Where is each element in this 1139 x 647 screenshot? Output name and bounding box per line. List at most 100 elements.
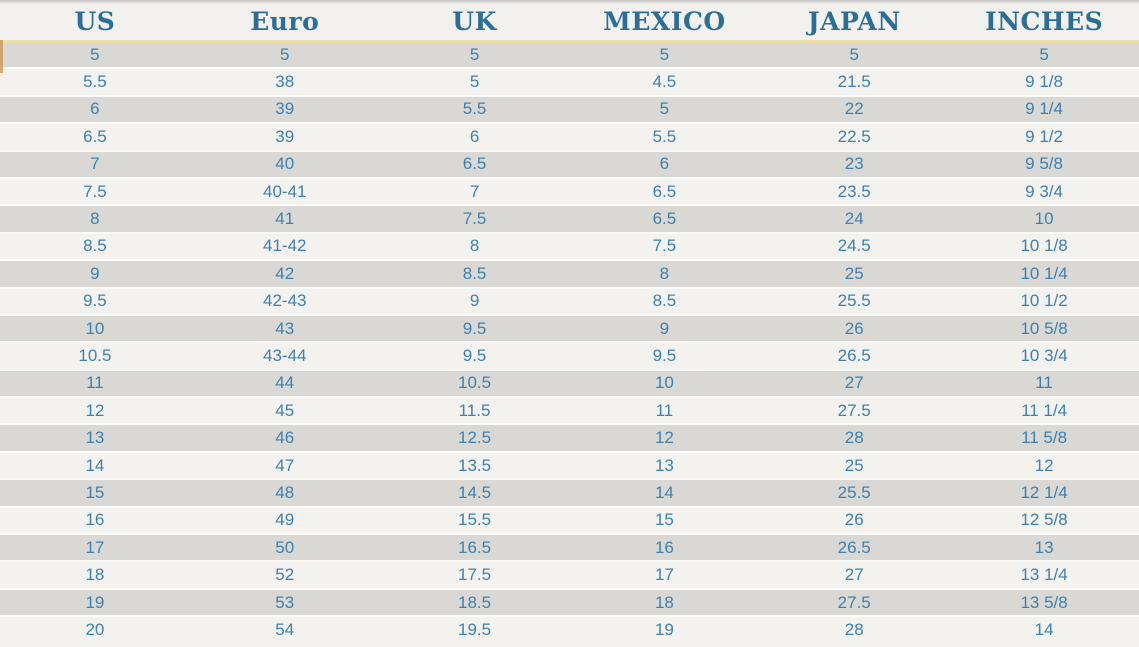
table-cell: 4.5 xyxy=(652,72,677,92)
table-cell: 9 xyxy=(469,291,480,311)
table-row: 12 45 11.5 11 27.5 11 1/4 xyxy=(0,397,1139,425)
table-cell: 41 xyxy=(275,209,295,229)
table-cell: 10 5/8 xyxy=(1020,318,1068,338)
table-cell: 5 xyxy=(469,44,480,64)
table-cell: 15 xyxy=(85,482,105,502)
table-cell: 12 5/8 xyxy=(1020,510,1068,530)
table-cell: 20 xyxy=(85,620,105,640)
table-cell: 16 xyxy=(85,510,105,530)
table-row: 9 42 8.5 8 25 10 1/4 xyxy=(0,260,1139,288)
table-cell: 6 xyxy=(90,99,100,119)
table-cell: 10.5 xyxy=(78,345,112,365)
table-cell: 25 xyxy=(844,263,864,283)
table-cell: 8.5 xyxy=(83,236,107,256)
table-cell: 27.5 xyxy=(837,400,871,420)
table-cell: 8 xyxy=(659,263,670,283)
table-cell: 13 1/4 xyxy=(1020,565,1068,585)
table-cell: 9 1/4 xyxy=(1025,99,1063,119)
table-cell: 5.5 xyxy=(652,126,677,146)
table-cell: 15 xyxy=(654,510,674,530)
table-cell: 18.5 xyxy=(458,592,492,612)
left-accent-streak xyxy=(0,40,3,73)
table-row: 5.5 38 5 4.5 21.5 9 1/8 xyxy=(0,68,1139,96)
table-cell: 5 xyxy=(90,44,100,64)
table-cell: 26 xyxy=(844,510,864,530)
table-cell: 11 xyxy=(655,400,674,420)
table-cell: 19 xyxy=(85,592,105,612)
table-cell: 12 1/4 xyxy=(1020,482,1068,502)
table-cell: 8.5 xyxy=(462,263,487,283)
table-row: 20 54 19.5 19 28 14 xyxy=(0,616,1139,644)
table-cell: 11.5 xyxy=(458,400,491,420)
table-cell: 40-41 xyxy=(263,181,307,201)
table-cell: 23.5 xyxy=(837,181,871,201)
table-cell: 17 xyxy=(654,565,674,585)
table-row: 8 41 7.5 6.5 24 10 xyxy=(0,205,1139,233)
column-header-us: US xyxy=(0,4,190,43)
shoe-size-conversion-table: US Euro UK MEXICO JAPAN INCHES 5 5 5 5 5 5 5.5… xyxy=(0,4,1139,644)
table-cell: 26.5 xyxy=(837,345,871,365)
table-cell: 19.5 xyxy=(458,620,492,640)
table-cell: 12 xyxy=(1034,455,1054,475)
table-row: 13 46 12.5 12 28 11 5/8 xyxy=(0,424,1139,452)
table-cell: 10 xyxy=(1034,209,1054,229)
table-cell: 13 xyxy=(654,455,674,475)
table-cell: 28 xyxy=(844,620,864,640)
table-cell: 46 xyxy=(275,428,295,448)
table-cell: 22 xyxy=(844,99,864,119)
table-row: 15 48 14.5 14 25.5 12 1/4 xyxy=(0,479,1139,507)
table-cell: 7.5 xyxy=(652,236,677,256)
table-row: 7 40 6.5 6 23 9 5/8 xyxy=(0,150,1139,178)
table-cell: 8 xyxy=(90,209,100,229)
table-row: 19 53 18.5 18 27.5 13 5/8 xyxy=(0,588,1139,617)
table-cell: 5.5 xyxy=(462,99,487,119)
table-cell: 10 1/8 xyxy=(1020,236,1068,256)
table-cell: 25.5 xyxy=(837,291,871,311)
table-cell: 6.5 xyxy=(652,181,677,201)
table-cell: 24 xyxy=(844,209,864,229)
table-cell: 12 xyxy=(85,400,105,420)
column-header-inches: INCHES xyxy=(949,4,1139,43)
table-cell: 8.5 xyxy=(652,291,677,311)
table-cell: 11 1/4 xyxy=(1021,400,1068,420)
table-row: 17 50 16.5 16 26.5 13 xyxy=(0,534,1139,562)
table-cell: 21.5 xyxy=(837,72,871,92)
table-cell: 19 xyxy=(654,620,674,640)
table-header: US Euro UK MEXICO JAPAN INCHES xyxy=(0,4,1139,43)
table-cell: 47 xyxy=(275,455,295,475)
table-row: 10 43 9.5 9 26 10 5/8 xyxy=(0,314,1139,343)
table-cell: 41-42 xyxy=(263,236,307,256)
table-cell: 5 xyxy=(659,44,670,64)
table-cell: 11 xyxy=(86,373,104,393)
table-cell: 7.5 xyxy=(83,181,107,201)
top-border-strip xyxy=(0,0,1139,4)
table-cell: 8 xyxy=(469,236,480,256)
column-header-uk: UK xyxy=(379,4,570,43)
table-cell: 9.5 xyxy=(83,291,107,311)
table-row: 5 5 5 5 5 5 xyxy=(0,41,1139,69)
table-cell: 42 xyxy=(275,263,295,283)
column-header-mexico: MEXICO xyxy=(569,4,760,43)
table-cell: 5 xyxy=(849,44,859,64)
table-cell: 43-44 xyxy=(263,345,307,365)
table-cell: 17 xyxy=(85,537,105,557)
table-cell: 49 xyxy=(275,510,295,530)
table-cell: 17.5 xyxy=(458,565,492,585)
table-cell: 10 xyxy=(654,373,674,393)
table-cell: 27 xyxy=(844,373,864,393)
table-cell: 40 xyxy=(275,154,295,174)
table-cell: 50 xyxy=(275,537,295,557)
column-header-japan: JAPAN xyxy=(759,4,950,43)
table-cell: 10 xyxy=(85,318,105,338)
table-cell: 25.5 xyxy=(837,482,871,502)
table-cell: 13.5 xyxy=(458,455,492,475)
table-cell: 10 1/4 xyxy=(1020,263,1068,283)
table-cell: 9.5 xyxy=(462,345,487,365)
table-cell: 13 xyxy=(1034,537,1054,557)
table-cell: 16 xyxy=(654,537,674,557)
table-cell: 5 xyxy=(659,99,670,119)
table-cell: 43 xyxy=(275,318,295,338)
table-body: 5 5 5 5 5 5 5.5 38 5 4.5 21.5 9 1/8 6 39 5.5 5 22 9 1/4 6.… xyxy=(0,41,1139,644)
table-cell: 6 xyxy=(469,126,480,146)
